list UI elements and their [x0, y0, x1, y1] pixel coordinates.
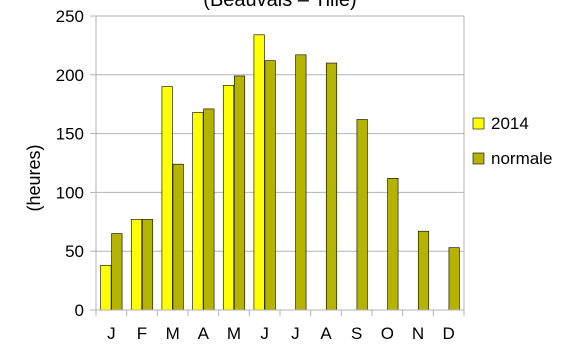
x-tick-label: S [351, 324, 362, 343]
x-tick-label: J [291, 324, 300, 343]
y-tick-label: 200 [56, 66, 84, 85]
y-tick-label: 150 [56, 125, 84, 144]
bar-normale [387, 177, 399, 311]
bar-normale [448, 247, 460, 311]
grid-lines [96, 15, 464, 252]
axes [90, 15, 465, 316]
x-tick-label: M [227, 324, 241, 343]
x-tick-label: F [137, 324, 147, 343]
x-tick-label: M [166, 324, 180, 343]
x-tick-label: O [381, 324, 394, 343]
y-tick-label: 250 [56, 7, 84, 26]
bar-2014 [161, 86, 173, 311]
x-tick-label: J [260, 324, 269, 343]
x-tick-label: J [107, 324, 116, 343]
y-tick-label: 50 [65, 242, 84, 261]
legend-swatch [472, 152, 485, 165]
bar-normale [325, 62, 338, 311]
y-axis-label: (heures) [24, 144, 44, 211]
bars [100, 34, 460, 311]
legend-swatch [472, 117, 485, 130]
x-tick-label: N [412, 324, 424, 343]
bar-2014 [192, 112, 204, 311]
bar-normale [172, 163, 184, 311]
bar-normale [356, 119, 368, 311]
legend-label: normale [491, 149, 552, 168]
bar-2014 [222, 85, 235, 311]
chart-title: (Beauvais – Tillé) [203, 0, 356, 11]
y-tick-labels: 0 50 100 150 200 250 [56, 7, 84, 320]
bar-2014 [130, 219, 143, 311]
bar-normale [417, 230, 430, 311]
bar-normale [295, 54, 307, 311]
bar-2014 [253, 34, 265, 311]
bar-normale [111, 233, 123, 311]
bar-normale [141, 219, 154, 311]
bar-normale [203, 108, 215, 311]
y-tick-label: 0 [75, 301, 84, 320]
bar-2014 [100, 265, 112, 311]
legend: 2014 normale [472, 114, 552, 168]
x-tick-label: A [198, 324, 210, 343]
x-tick-label: D [443, 324, 455, 343]
bar-normale [233, 75, 246, 311]
x-tick-label: A [320, 324, 332, 343]
legend-label: 2014 [491, 114, 529, 133]
bar-normale [264, 60, 276, 311]
y-tick-label: 100 [56, 183, 84, 202]
